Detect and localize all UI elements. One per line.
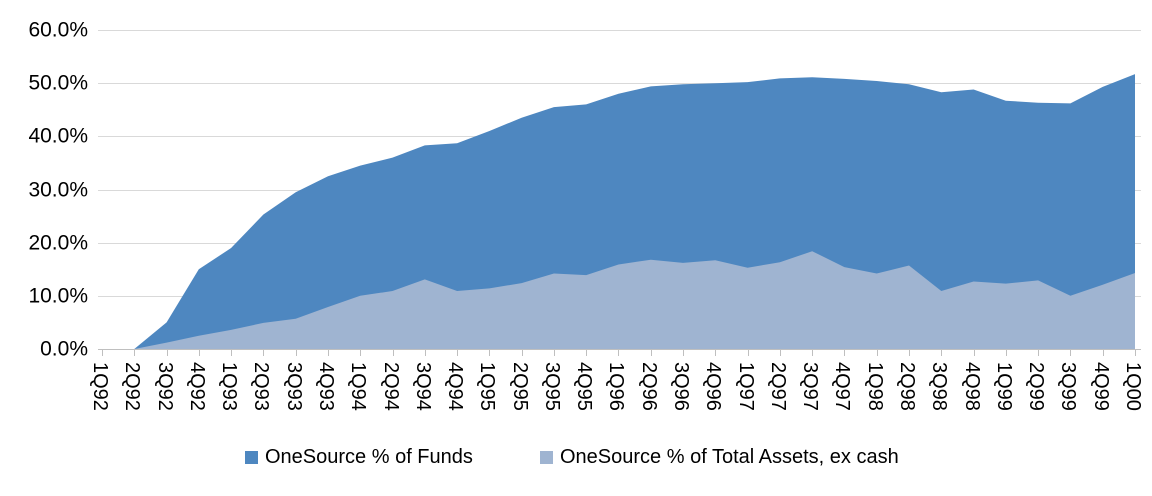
y-tick-label: 40.0% <box>28 124 88 148</box>
x-tick-label: 1Q93 <box>218 362 241 411</box>
y-tick-label: 0.0% <box>40 337 88 361</box>
x-tick-label: 2Q94 <box>379 362 402 411</box>
x-tick-label: 1Q96 <box>605 362 628 411</box>
x-tick-label: 4Q92 <box>185 362 208 411</box>
x-tick-label: 2Q97 <box>766 362 789 411</box>
x-tick-label: 3Q93 <box>282 362 305 411</box>
x-tick-label: 1Q94 <box>347 362 370 411</box>
legend-swatch-assets <box>540 451 553 464</box>
legend-entry-funds: OneSource % of Funds <box>245 446 473 469</box>
x-tick-label: 4Q95 <box>573 362 596 411</box>
x-tick-label: 3Q97 <box>799 362 822 411</box>
x-tick-label: 1Q95 <box>476 362 499 411</box>
x-tick-label: 2Q95 <box>508 362 531 411</box>
x-tick-label: 3Q95 <box>540 362 563 411</box>
x-tick-label: 2Q92 <box>121 362 144 411</box>
x-tick-label: 1Q98 <box>863 362 886 411</box>
x-tick-label: 2Q93 <box>250 362 273 411</box>
x-tick-label: 4Q96 <box>702 362 725 411</box>
x-tick-label: 2Q98 <box>896 362 918 411</box>
x-tick-label: 3Q94 <box>411 362 434 411</box>
x-tick-label: 4Q99 <box>1089 362 1112 411</box>
x-tick-label: 1Q00 <box>1121 362 1144 411</box>
y-tick-label: 30.0% <box>28 178 88 201</box>
x-tick-label: 3Q99 <box>1057 362 1080 411</box>
y-tick-label: 10.0% <box>28 284 88 308</box>
x-tick-label: 4Q97 <box>831 362 854 411</box>
y-tick-label: 50.0% <box>28 71 88 95</box>
area-series-1 <box>102 251 1135 349</box>
x-tick-label: 1Q92 <box>89 362 111 411</box>
x-tick-label: 4Q93 <box>314 362 337 411</box>
y-tick-label: 20.0% <box>28 231 88 255</box>
legend-swatch-funds <box>245 451 258 464</box>
x-tick-label: 1Q97 <box>734 362 757 411</box>
x-tick-label: 4Q94 <box>444 362 467 411</box>
x-tick-label: 4Q98 <box>960 362 983 411</box>
x-tick-label: 2Q96 <box>637 362 660 411</box>
y-tick-label: 60.0% <box>28 18 88 42</box>
legend: OneSource % of Funds OneSource % of Tota… <box>0 444 1152 474</box>
x-tick-label: 3Q98 <box>928 362 951 411</box>
x-tick-label: 1Q99 <box>992 362 1015 411</box>
x-tick-label: 2Q99 <box>1025 362 1048 411</box>
legend-entry-assets: OneSource % of Total Assets, ex cash <box>540 446 899 469</box>
x-tick-label: 3Q92 <box>153 362 176 411</box>
x-tick-label: 3Q96 <box>670 362 693 411</box>
legend-label-funds: OneSource % of Funds <box>265 446 473 468</box>
legend-label-assets: OneSource % of Total Assets, ex cash <box>560 446 899 468</box>
